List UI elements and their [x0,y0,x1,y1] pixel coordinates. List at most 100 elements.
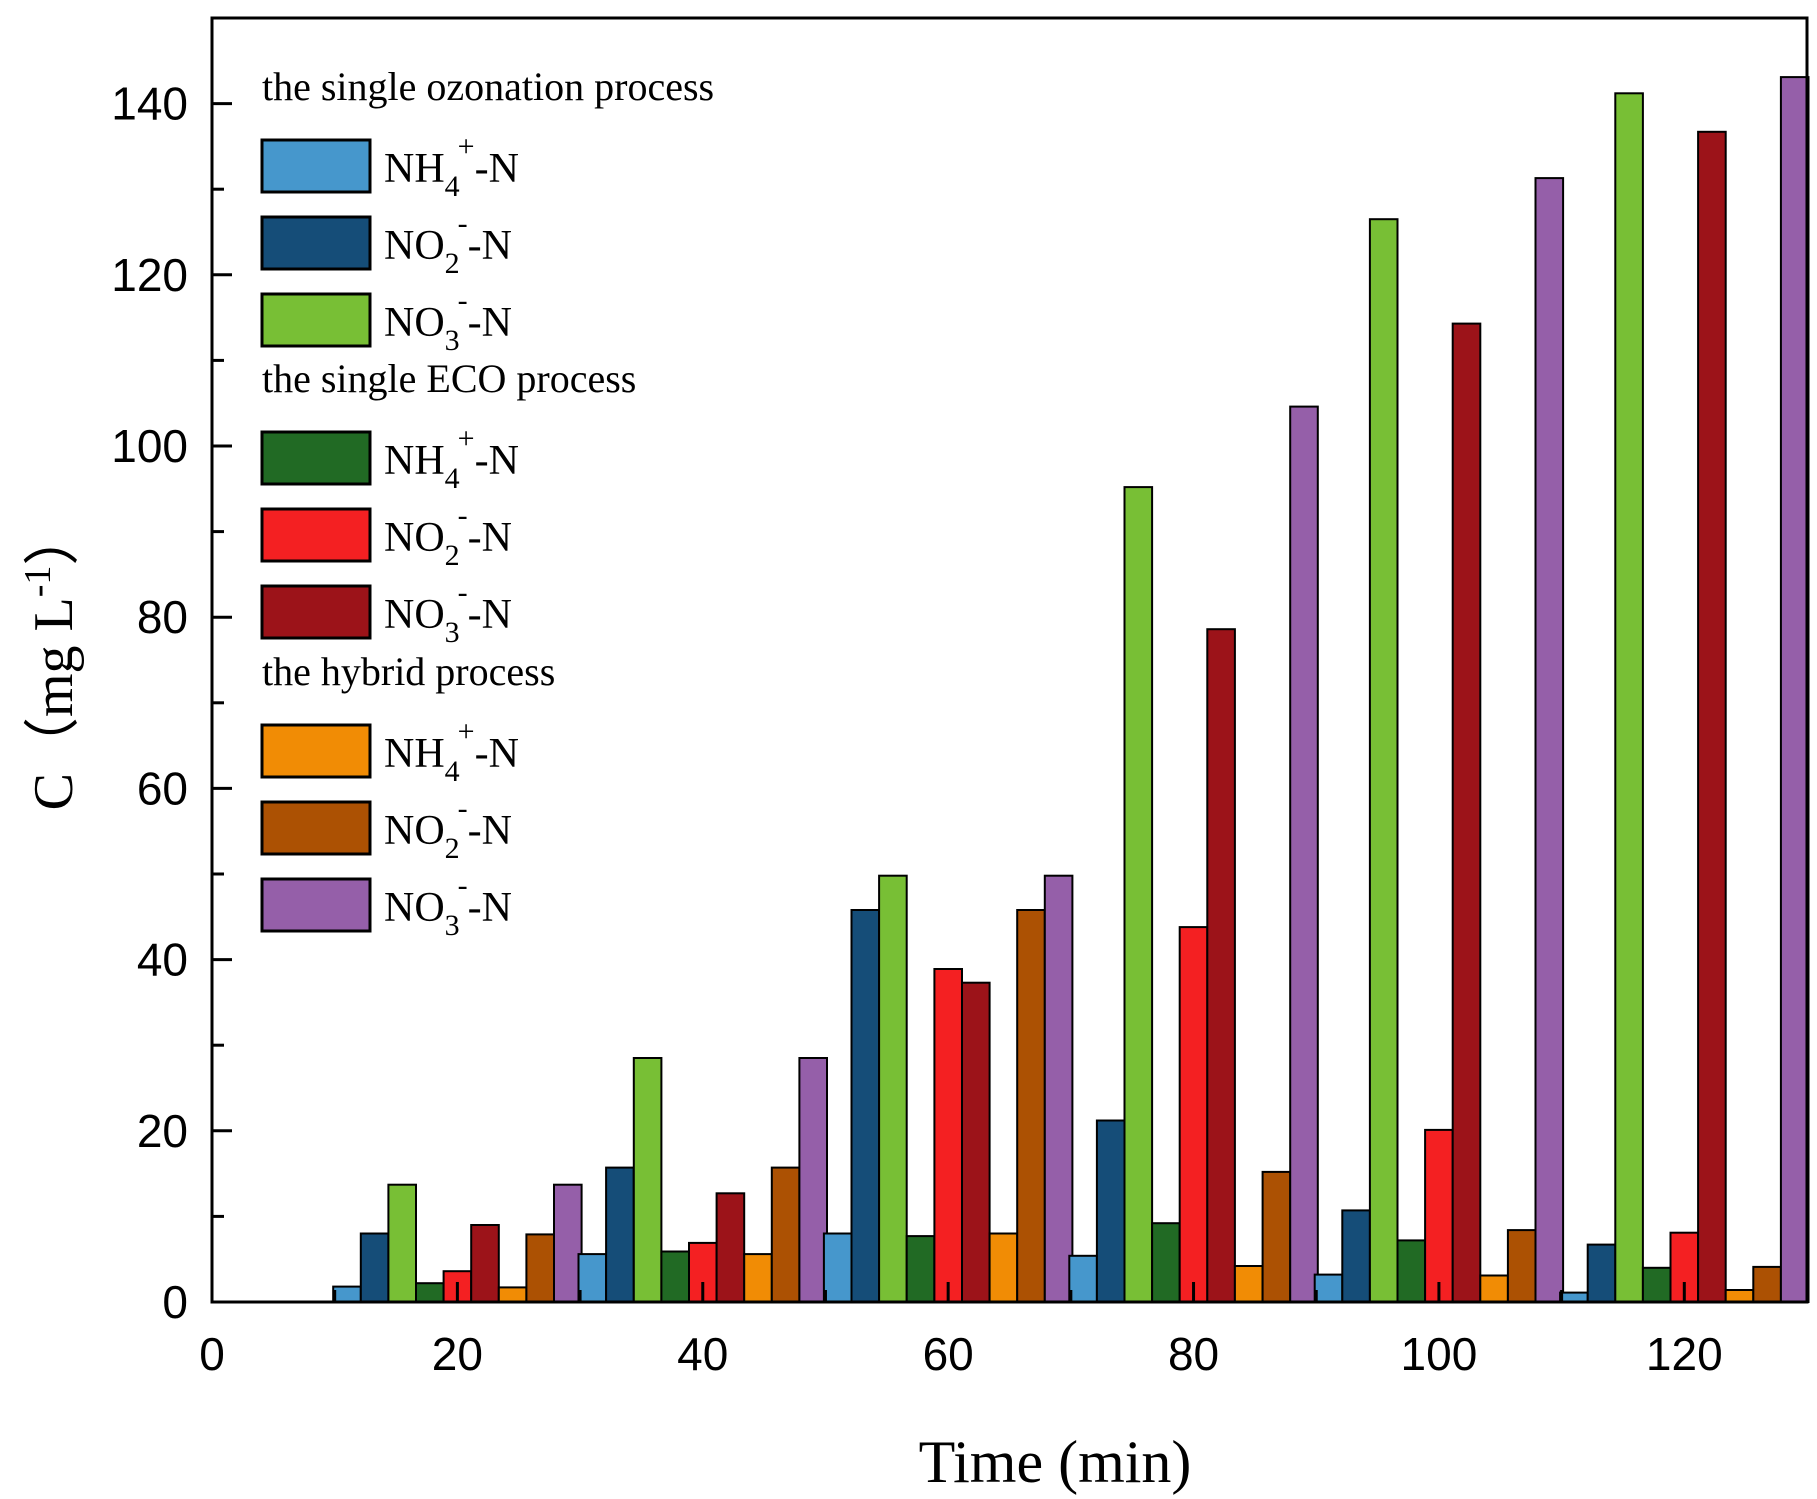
x-tick-label: 120 [1646,1328,1723,1380]
legend-label-tail: -N [468,515,512,561]
bar-x20-g1-s1 [332,1285,362,1303]
legend-label-sup: - [458,792,468,825]
bar-x80-g1-s1 [1068,1254,1098,1304]
x-tick-label: 80 [1168,1328,1219,1380]
legend-label: NO2 --N [384,207,512,280]
legend-swatch [260,800,372,856]
bar-x40-g1-s1 [577,1253,608,1303]
bar-x120-g1-s2 [1586,1243,1617,1303]
x-tick-label: 100 [1401,1328,1478,1380]
legend-label-sup: - [458,576,468,609]
bar-x120-g3-s3 [1779,76,1810,1304]
y-axis-label-sup: -1 [17,566,59,598]
bar-x20-g3-s3 [553,1183,583,1303]
legend-swatch [260,584,372,640]
legend-label-tail: -N [468,592,512,638]
y-tick-label: 80 [137,591,188,643]
legend-label: NO2 --N [384,792,512,865]
bar-x60-g2-s3 [961,981,991,1303]
legend-label-sup: - [458,284,468,317]
y-axis-label-close: ） [23,510,85,566]
legend-label-base: NH [384,146,445,192]
bar-x80-g3-s1 [1233,1265,1264,1303]
bar-x20-g3-s2 [525,1233,556,1304]
bar-x20-g3-s1 [497,1286,528,1304]
bar-x100-g3-s3 [1534,177,1565,1304]
bar-x60-g1-s3 [878,874,908,1303]
legend-label-tail: -N [475,146,519,192]
legend-label-sup: - [458,207,468,240]
legend-label-sub: 4 [445,462,460,495]
y-tick-label: 140 [111,78,188,130]
legend-label-sub: 2 [445,539,460,572]
bar-x120-g3-s1 [1724,1289,1755,1303]
legend-label-tail: -N [468,300,512,346]
legend-label: NH4 +-N [384,130,519,203]
y-tick-label: 0 [162,1276,188,1328]
legend-swatch [260,430,372,486]
legend: the single ozonation processNH4+-NNO2--N… [260,64,714,942]
bar-x40-g1-s2 [605,1166,635,1303]
legend-swatch [260,138,372,194]
bar-x60-g3-s2 [1016,909,1046,1303]
bar-x60-g2-s1 [905,1235,936,1303]
bar-x20-g2-s3 [470,1224,500,1303]
x-tick-label: 40 [677,1328,728,1380]
bar-x20-g2-s1 [415,1282,445,1303]
legend-label: NO3 --N [384,284,512,357]
bar-x80-g2-s1 [1151,1222,1181,1303]
legend-label-sup: + [458,130,475,163]
bar-x120-g3-s2 [1752,1265,1782,1304]
legend-label-tail: -N [468,223,512,269]
legend-label-sub: 4 [445,170,460,203]
legend-label-sup: - [458,869,468,902]
y-axis-label-main: C（mg L [23,597,85,810]
y-axis-label-text: C（mg L-1） [17,510,85,811]
x-tick-label: 0 [199,1328,225,1380]
legend-label-sub: 2 [445,247,460,280]
legend-label: NH4 +-N [384,422,519,495]
bar-x100-g2-s2 [1424,1128,1454,1304]
legend-swatch [260,215,372,271]
bar-x100-g1-s2 [1341,1209,1371,1304]
legend-swatch [260,723,372,779]
legend-label-tail: -N [468,885,512,931]
bar-x120-g2-s1 [1641,1266,1672,1304]
legend-swatch [260,877,372,933]
bar-x40-g2-s3 [715,1192,746,1304]
legend-label-sub: 2 [445,832,460,865]
bar-x100-g2-s1 [1396,1239,1427,1304]
bar-x100-g3-s1 [1479,1274,1509,1303]
bar-x80-g3-s3 [1289,405,1319,1304]
bar-x60-g3-s3 [1043,874,1074,1303]
legend-group-title: the single ozonation process [262,64,714,109]
legend-label-base: NO [384,223,445,269]
legend-label: NO3 --N [384,869,512,942]
bar-x100-g2-s3 [1451,322,1482,1304]
bar-x100-g1-s3 [1368,218,1399,1304]
bar-x120-g2-s3 [1697,130,1727,1303]
legend-label-tail: -N [475,438,519,484]
bar-x80-g3-s2 [1261,1170,1292,1304]
y-tick-label: 20 [137,1105,188,1157]
axes-layer: 0 20 40 60 80 100 120 0 20 40 60 80 100 120 140 [111,16,1809,1380]
legend-label-tail: -N [475,731,519,777]
legend-label-base: NO [384,592,445,638]
bar-x60-g2-s2 [933,968,964,1303]
legend-label-base: NO [384,885,445,931]
legend-group-title: the single ECO process [262,356,636,401]
bar-x20-g1-s2 [359,1232,390,1303]
bar-x100-g3-s2 [1506,1229,1537,1303]
bar-x40-g3-s3 [798,1057,829,1303]
y-tick-label: 120 [111,249,188,301]
bar-x20-g1-s3 [387,1183,417,1303]
legend-label-sub: 4 [445,755,460,788]
bar-x40-g2-s1 [660,1250,691,1303]
legend-swatch [260,507,372,563]
legend-label: NO2 --N [384,499,512,572]
bar-x80-g2-s3 [1206,628,1236,1303]
bar-x60-g1-s2 [850,909,881,1303]
legend-label-base: NO [384,300,445,346]
y-tick-label: 60 [137,762,188,814]
legend-label-sup: - [458,499,468,532]
